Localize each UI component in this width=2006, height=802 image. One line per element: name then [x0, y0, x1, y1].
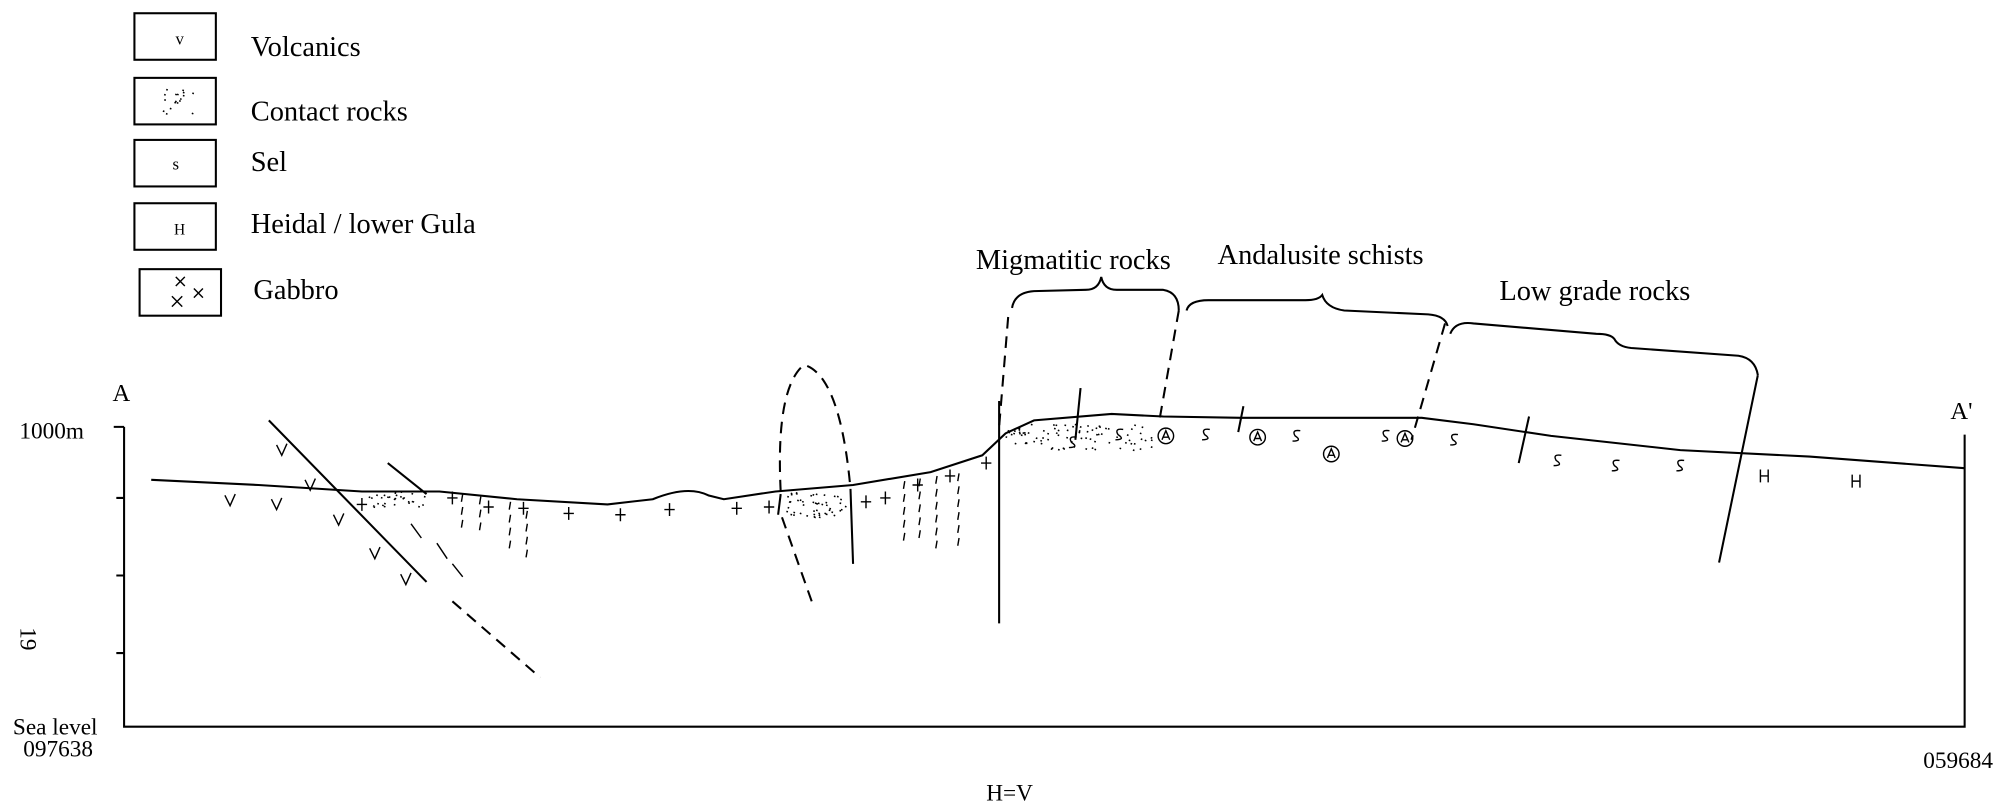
legend-box — [133, 12, 217, 61]
heidal-symbol — [1851, 474, 1861, 488]
zone-label: Low grade rocks — [1499, 276, 1690, 307]
heidal-symbol — [1759, 469, 1769, 483]
legend-box — [133, 76, 217, 126]
legend-symbol: H — [174, 221, 185, 238]
legend-box — [138, 268, 223, 317]
sel-symbol — [1292, 429, 1301, 442]
legend-symbol: s — [173, 155, 180, 174]
fault — [268, 374, 1759, 624]
legend: v s H Volcanics Contact rocks Sel Heidal… — [133, 12, 476, 317]
gabbro-symbol — [664, 503, 675, 517]
axis-ticks — [113, 425, 125, 655]
gabbro-symbol — [981, 456, 992, 470]
andalusite-symbol — [1322, 445, 1340, 463]
volcanic-symbol — [270, 497, 283, 512]
andalusite-symbol — [1157, 427, 1175, 445]
frame — [123, 426, 1966, 728]
andalusite-symbol — [1400, 431, 1410, 443]
stipple — [1005, 423, 1153, 452]
sel-symbol — [1115, 428, 1124, 441]
gabbro-symbol — [483, 500, 494, 514]
volcanic-symbol — [224, 493, 236, 508]
gabbro-symbol — [880, 491, 891, 505]
fault — [451, 310, 1447, 679]
gabbro-symbol — [447, 491, 458, 505]
zone-label: Migmatitic rocks — [976, 245, 1171, 276]
stipple — [786, 492, 847, 519]
gabbro-symbol — [731, 501, 742, 515]
sel-symbol — [1381, 429, 1390, 442]
andalusite-symbol — [1326, 447, 1336, 459]
section-start: A — [112, 380, 130, 407]
sel-symbol — [1611, 459, 1620, 472]
legend-box — [133, 202, 217, 251]
legend-label: Contact rocks — [251, 97, 408, 128]
sel-symbol — [1202, 428, 1210, 441]
andalusite-symbol — [1253, 430, 1263, 442]
gabbro-symbol — [763, 500, 775, 514]
stipple — [368, 491, 426, 509]
page-number: 19 — [15, 627, 41, 650]
legend-label: Heidal / lower Gula — [251, 209, 476, 240]
scale-label: H=V — [986, 780, 1033, 802]
sel-symbol — [1676, 459, 1685, 472]
gabbro-symbol — [563, 506, 574, 520]
andalusite-symbol — [1161, 428, 1171, 441]
volcanic-symbol — [275, 443, 288, 457]
volcanic-symbol — [332, 513, 345, 527]
legend-symbol: v — [175, 29, 184, 48]
topography — [151, 412, 1965, 506]
volcanic-symbol — [369, 546, 381, 561]
legend-label: Volcanics — [251, 32, 361, 63]
brace — [1011, 276, 1180, 311]
andalusite-symbol — [1396, 430, 1414, 447]
legend-label: Gabbro — [253, 275, 338, 306]
gabbro-symbol — [171, 276, 204, 308]
section-end: A' — [1950, 398, 1972, 425]
gabbro-symbol — [912, 478, 923, 492]
contact-symbol — [162, 88, 195, 115]
coordinate: 059684 — [1923, 748, 1993, 774]
gabbro-symbol — [944, 469, 956, 483]
gabbro-symbol — [518, 501, 529, 515]
gabbro-symbol — [356, 497, 368, 511]
dyke-dashes — [410, 523, 464, 578]
legend-label: Sel — [251, 147, 287, 178]
brace — [1185, 292, 1449, 327]
gabbro-symbol — [615, 508, 626, 522]
symbols — [224, 423, 1861, 587]
base-label: Sea level — [13, 714, 98, 740]
volcanic-symbol — [304, 478, 317, 492]
top-label: 1000m — [19, 418, 84, 444]
gabbro-symbol — [860, 495, 872, 509]
stipple — [162, 88, 195, 115]
sel-symbol — [1553, 454, 1562, 467]
legend-box — [133, 138, 217, 188]
dyke-dashes — [460, 473, 960, 558]
sel-symbol — [1068, 436, 1077, 449]
sel-symbol — [1450, 433, 1459, 446]
zone-label: Andalusite schists — [1218, 240, 1424, 271]
coordinate: 097638 — [23, 736, 93, 762]
brace — [1449, 322, 1759, 376]
andalusite-symbol — [1249, 428, 1267, 446]
volcanic-symbol — [400, 572, 412, 587]
